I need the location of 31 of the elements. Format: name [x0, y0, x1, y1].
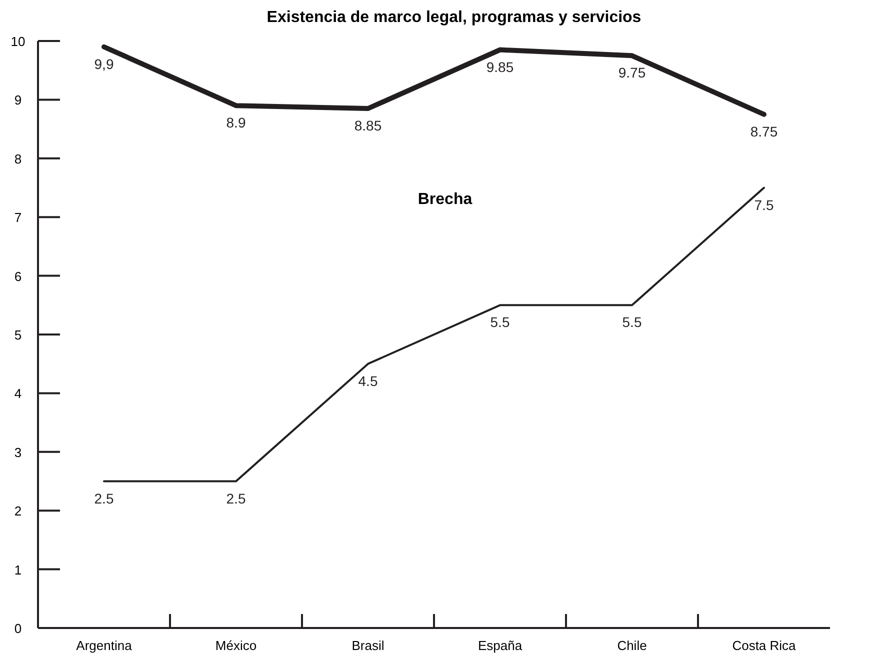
y-tick-label: 10 — [10, 34, 26, 49]
x-tick-label: España — [478, 638, 523, 653]
data-label: 9.85 — [486, 58, 514, 75]
y-tick-label: 1 — [14, 562, 22, 578]
data-label: 9,9 — [94, 56, 114, 72]
y-tick-label: 9 — [14, 92, 22, 108]
x-tick-label: México — [215, 638, 257, 653]
data-label: 5.5 — [490, 314, 510, 330]
y-tick-label: 4 — [14, 386, 22, 402]
data-label: 9.75 — [618, 64, 646, 81]
chart-title: Existencia de marco legal, programas y servicios — [266, 9, 642, 26]
y-tick-label: 0 — [14, 621, 22, 636]
data-label: 8.9 — [226, 114, 246, 131]
x-tick-label: Brasil — [352, 638, 384, 653]
data-label: 8.75 — [750, 123, 778, 140]
y-tick-label: 2 — [14, 504, 22, 519]
x-tick-label: Costa Rica — [732, 638, 797, 653]
annotation: Brecha — [418, 191, 472, 208]
y-tick-label: 5 — [14, 328, 22, 342]
data-label: 8.85 — [354, 118, 382, 134]
data-label: 4.5 — [358, 372, 378, 389]
x-tick-label: Argentina — [76, 638, 133, 653]
y-tick-label: 6 — [14, 268, 22, 284]
data-label: 5.5 — [622, 314, 642, 330]
x-tick-label: Chile — [617, 638, 647, 653]
data-label: 7.5 — [754, 196, 774, 213]
y-tick-label: 8 — [14, 151, 22, 166]
y-tick-label: 3 — [14, 444, 22, 460]
y-tick-label: 7 — [14, 210, 22, 226]
data-label: 2.5 — [226, 490, 246, 506]
data-label: 2.5 — [94, 490, 114, 506]
